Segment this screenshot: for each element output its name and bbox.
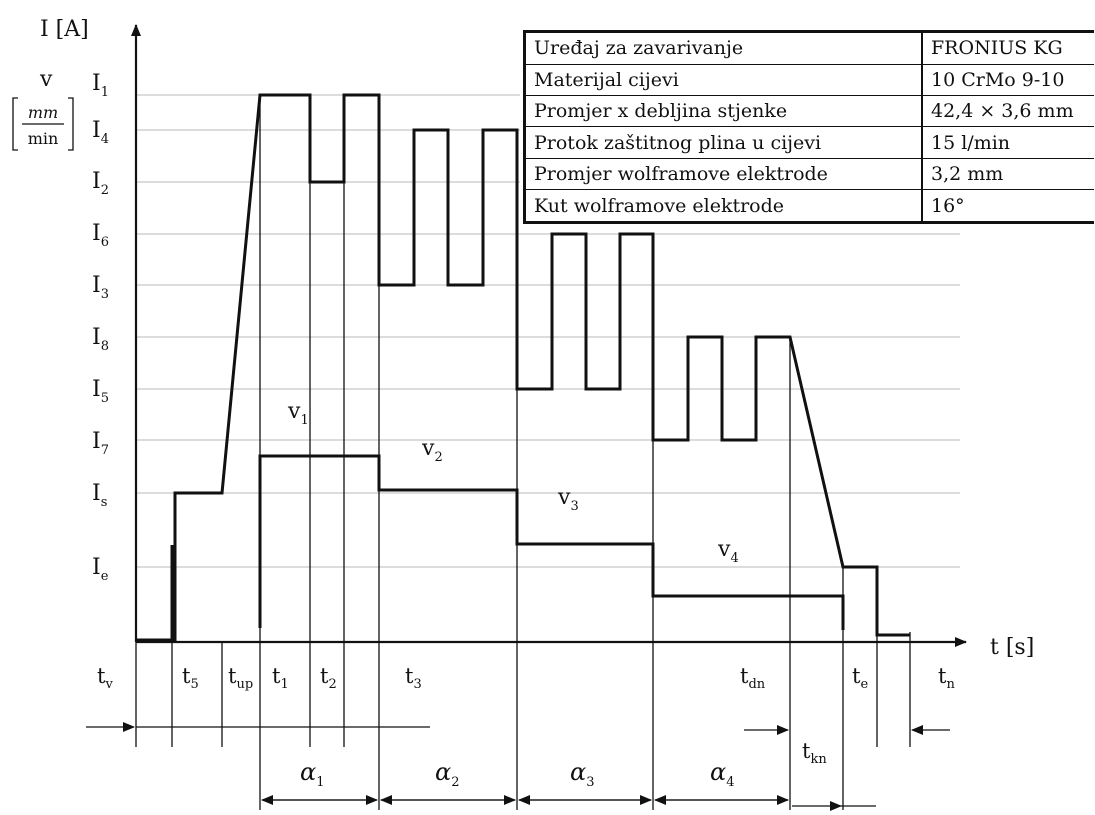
level-label-is: Is [92, 481, 107, 510]
level-label-i6: I6 [92, 221, 109, 250]
time-label-tkn: tkn [802, 739, 827, 767]
speed-label-v3: v3 [557, 485, 579, 514]
wire-speed-profile-main [258, 454, 845, 630]
level-label-i2: I2 [92, 169, 109, 198]
time-label-t1: t1 [272, 664, 289, 692]
parameter-value: 42,4 × 3,6 mm [921, 94, 1094, 128]
level-label-i7: I7 [92, 429, 109, 458]
parameter-row: Promjer wolframove elektrode 3,2 mm [524, 157, 1094, 191]
current-profile [136, 93, 910, 642]
pulse-period-labels: α1 α2 α3 α4 [300, 758, 735, 790]
speed-axis-label: v [39, 67, 53, 92]
time-label-t5: t5 [182, 664, 199, 692]
parameter-name: Protok zaštitnog plina u cijevi [524, 126, 922, 159]
level-gridlines [135, 94, 960, 568]
time-label-tup: tup [228, 664, 253, 692]
level-label-i4: I4 [92, 118, 109, 147]
parameter-name: Promjer wolframove elektrode [524, 157, 922, 191]
time-label-t3: t3 [405, 664, 422, 692]
time-label-tn: tn [938, 664, 955, 692]
parameter-name: Uređaj za zavarivanje [524, 31, 922, 65]
unit-denominator: min [28, 129, 59, 148]
speed-label-v4: v4 [717, 537, 739, 566]
parameter-row: Protok zaštitnog plina u cijevi 15 l/min [524, 126, 1094, 159]
time-label-tdn: tdn [740, 664, 766, 692]
parameter-name: Kut wolframove elektrode [524, 189, 922, 223]
unit-numerator: mm [28, 103, 58, 122]
time-arrows [86, 722, 950, 811]
parameter-row: Kut wolframove elektrode 16° [524, 189, 1094, 223]
level-label-i1: I1 [92, 71, 109, 100]
speed-label-v2: v2 [421, 436, 443, 465]
time-label-tv: tv [97, 664, 113, 692]
period-label-alpha3: α3 [570, 758, 595, 790]
parameter-value: 10 CrMo 9-10 [921, 63, 1094, 96]
level-label-i3: I3 [92, 273, 109, 302]
parameter-value: FRONIUS KG [921, 31, 1094, 65]
period-label-alpha4: α4 [710, 758, 735, 790]
time-label-te: te [852, 664, 868, 692]
parameter-value: 3,2 mm [921, 157, 1094, 191]
welding-parameters-table: Uređaj za zavarivanje FRONIUS KG Materij… [523, 30, 1094, 224]
parameter-name: Promjer x debljina stjenke [524, 94, 922, 128]
parameter-name: Materijal cijevi [524, 63, 922, 96]
parameter-row: Promjer x debljina stjenke 42,4 × 3,6 mm [524, 94, 1094, 128]
y-axis-label: I [A] [40, 17, 89, 42]
time-labels: tv t5 tup t1 t2 t3 tdn te tn tkn [97, 664, 955, 767]
parameter-value: 16° [921, 189, 1094, 223]
period-label-alpha2: α2 [435, 758, 460, 790]
time-label-t2: t2 [320, 664, 337, 692]
x-axis-label: t [s] [990, 635, 1034, 660]
level-label-ie: Ie [92, 555, 109, 584]
period-label-alpha1: α1 [300, 758, 325, 790]
level-label-i5: I5 [92, 377, 109, 406]
parameter-row: Materijal cijevi 10 CrMo 9-10 [524, 63, 1094, 96]
parameter-row: Uređaj za zavarivanje FRONIUS KG [524, 31, 1094, 65]
level-label-i8: I8 [92, 325, 109, 354]
current-level-labels: I1 I4 I2 I6 I3 I8 I5 I7 Is Ie [92, 71, 109, 584]
speed-label-v1: v1 [287, 399, 309, 428]
speed-labels: v1 v2 v3 v4 [287, 399, 739, 566]
parameter-value: 15 l/min [921, 126, 1094, 159]
speed-unit: mm min [12, 97, 74, 151]
